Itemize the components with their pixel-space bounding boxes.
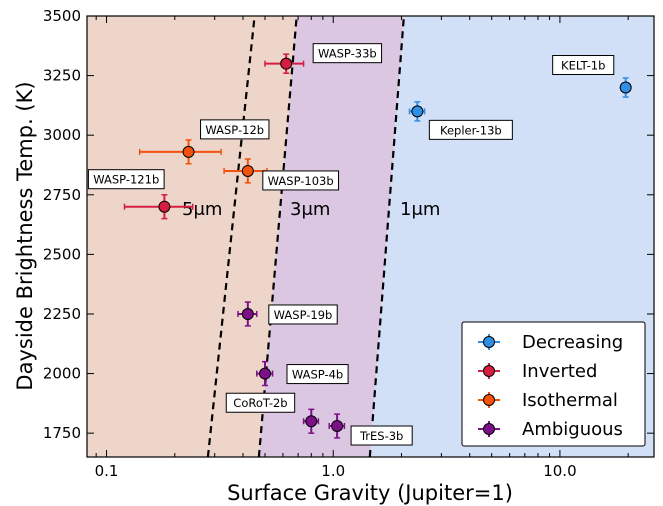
data-point <box>619 77 632 98</box>
point-marker <box>258 367 271 380</box>
legend-entry: Ambiguous <box>478 419 623 440</box>
data-point <box>264 53 305 74</box>
planet-label: WASP-19b <box>268 304 338 325</box>
y-tick-label: 3500 <box>43 7 81 25</box>
y-axis-title: Dayside Brightness Temp. (K) <box>13 81 37 390</box>
x-tick-label: 10.0 <box>543 462 576 480</box>
data-points <box>123 53 632 439</box>
planet-label-box <box>87 169 165 190</box>
legend-label: Ambiguous <box>522 419 623 440</box>
data-point <box>138 139 222 165</box>
point-marker <box>331 420 344 433</box>
region-3um <box>258 16 404 457</box>
planet-label: CoRoT-2b <box>225 392 296 413</box>
planet-label: WASP-121b <box>87 169 165 190</box>
point-marker <box>411 105 424 118</box>
plot-frame <box>86 15 655 458</box>
point-marker <box>305 415 318 428</box>
data-point <box>256 360 274 387</box>
planet-labels: KELT-1b Kepler-13b WASP-33b WASP-121b WASP-1… <box>87 43 615 446</box>
data-point <box>223 158 268 184</box>
planet-label: TrES-3b <box>350 425 413 446</box>
planet-label-box <box>200 119 270 140</box>
data-point <box>123 194 194 220</box>
legend-entry: Decreasing <box>478 332 623 353</box>
planet-label-box <box>262 170 340 191</box>
y-tick-label: 2750 <box>43 186 81 204</box>
axis-ticks: 1750 2000 2250 2500 2750 3000 3250 3500 0.1 1.0 10… <box>43 7 654 480</box>
point-marker <box>241 307 254 320</box>
y-tick-label: 1750 <box>43 424 81 442</box>
planet-label-text: WASP-121b <box>93 173 159 187</box>
y-tick-label: 2250 <box>43 305 81 323</box>
planet-label-box <box>268 304 338 325</box>
planet-label: WASP-103b <box>262 170 340 191</box>
planet-label: KELT-1b <box>552 55 615 76</box>
x-axis-title: Surface Gravity (Jupiter=1) <box>227 481 513 505</box>
point-marker <box>182 145 195 158</box>
point-marker <box>619 81 632 94</box>
boundary-label: 5μm <box>182 199 222 220</box>
boundary-label: 3μm <box>290 199 330 220</box>
y-tick-label: 2000 <box>43 365 81 383</box>
legend-box <box>461 321 646 447</box>
region-5um-band <box>207 16 297 457</box>
planet-label-text: WASP-19b <box>274 308 333 322</box>
legend-entry: Isothermal <box>478 390 618 411</box>
planet-label: WASP-4b <box>286 364 349 385</box>
planet-label-box <box>225 392 296 413</box>
planet-label-text: TrES-3b <box>359 429 403 443</box>
region-labels: 5μm 3μm 1μm <box>182 199 440 220</box>
y-tick-label: 3250 <box>43 67 81 85</box>
planet-label-text: WASP-33b <box>318 47 377 61</box>
legend: Decreasing Inverted Isothermal Ambiguous <box>461 321 646 447</box>
data-point <box>237 301 258 327</box>
legend-marker <box>483 394 495 406</box>
planet-label-text: Kepler-13b <box>440 123 502 137</box>
y-tick-label: 3000 <box>43 126 81 144</box>
planet-label-box <box>350 425 413 446</box>
data-point <box>408 101 426 122</box>
legend-marker <box>483 365 495 377</box>
y-tick-label: 2500 <box>43 245 81 263</box>
boundary-line <box>206 16 256 457</box>
legend-marker <box>483 423 495 435</box>
planet-label-text: WASP-12b <box>205 123 264 137</box>
boundary-line <box>368 16 406 457</box>
point-marker <box>158 200 171 213</box>
x-tick-label: 1.0 <box>321 462 345 480</box>
planet-label-box <box>428 119 513 140</box>
legend-label: Inverted <box>522 361 597 382</box>
point-marker <box>280 57 293 70</box>
legend-marker <box>483 336 495 348</box>
planet-label-text: WASP-103b <box>268 174 334 188</box>
planet-label-text: KELT-1b <box>561 59 605 73</box>
x-tick-label: 0.1 <box>95 462 119 480</box>
planet-label-box <box>286 364 349 385</box>
legend-label: Decreasing <box>522 332 623 353</box>
legend-label: Isothermal <box>522 390 618 411</box>
data-point <box>302 408 320 434</box>
data-point <box>328 413 346 439</box>
point-marker <box>241 164 254 177</box>
legend-entry: Inverted <box>478 361 597 382</box>
planet-label-box <box>312 43 383 64</box>
planet-label-box <box>552 55 615 76</box>
planet-label-text: WASP-4b <box>292 368 343 382</box>
boundary-label: 1μm <box>400 199 440 220</box>
planet-label-text: CoRoT-2b <box>233 396 287 410</box>
planet-label: Kepler-13b <box>428 119 513 140</box>
planet-label: WASP-33b <box>312 43 383 64</box>
planet-label: WASP-12b <box>200 119 270 140</box>
